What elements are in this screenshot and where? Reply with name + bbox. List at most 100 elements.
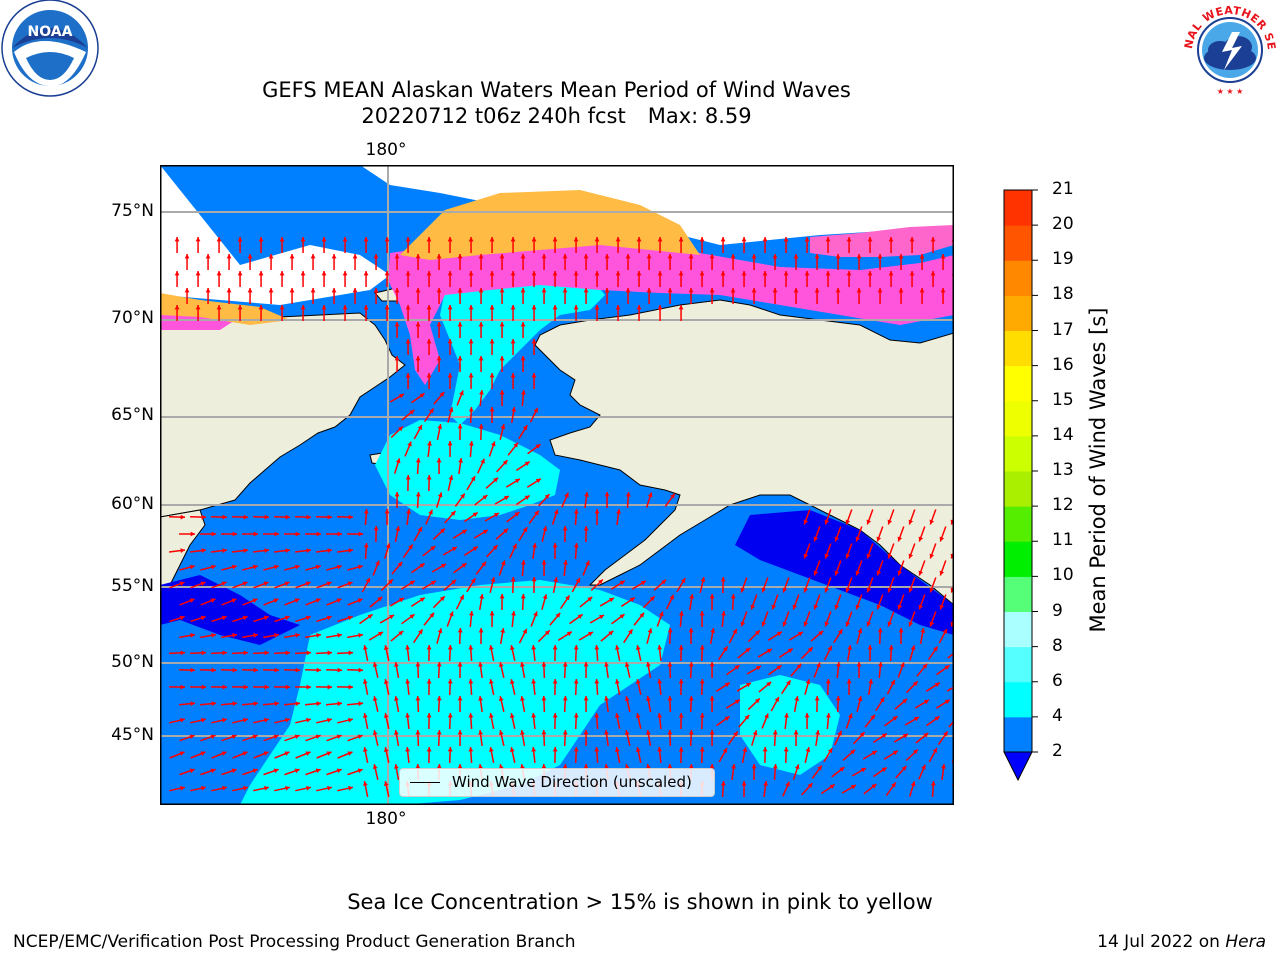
wave-arrow-head (646, 254, 652, 259)
wave-arrow-head (762, 237, 768, 242)
wave-arrow-head (845, 519, 851, 525)
wave-arrow-head (939, 604, 945, 610)
wave-arrow-head (457, 288, 463, 293)
wave-arrow-head (180, 650, 186, 656)
wave-arrow-head (520, 730, 525, 735)
wave-arrow-head (776, 631, 782, 637)
wave-arrow-head (357, 598, 363, 603)
wave-arrow-head (478, 424, 484, 429)
wave-arrow-head (824, 553, 830, 559)
wave-arrow-head (628, 629, 633, 635)
wave-arrow-head (352, 254, 358, 259)
wave-arrow-head (489, 747, 494, 752)
wave-arrow-head (724, 716, 730, 721)
wave-arrow-head (415, 662, 421, 667)
wave-arrow-head (732, 628, 737, 634)
wave-arrow-head (437, 424, 443, 429)
wave-arrow-head (857, 696, 863, 702)
wave-arrow-head (776, 665, 782, 670)
wave-arrow-head (877, 254, 883, 259)
wave-arrow-head (372, 764, 378, 770)
wave-arrow-head (619, 580, 625, 586)
wave-arrow-head (460, 493, 465, 499)
wave-arrow-head (489, 407, 495, 412)
wave-arrow-head (856, 254, 862, 259)
wave-arrow-head (825, 713, 831, 718)
wave-arrow-head (827, 748, 833, 754)
wave-arrow-head (542, 526, 548, 532)
footer-date: 14 Jul 2022 on Hera (1097, 932, 1266, 952)
wave-arrow-head (699, 237, 705, 242)
wave-arrow-head (825, 271, 831, 276)
wave-arrow-head (478, 356, 484, 361)
wave-arrow-head (190, 667, 196, 673)
colorbar-segment (1004, 260, 1032, 296)
wave-arrow-head (472, 546, 478, 552)
wave-arrow-head (659, 611, 664, 617)
colorbar-segment (1004, 400, 1032, 437)
wave-arrow-head (201, 650, 207, 656)
wave-arrow-head (835, 288, 841, 293)
wave-arrow-head (624, 696, 630, 702)
wave-arrow-head (565, 595, 570, 601)
wave-arrow-head (327, 548, 333, 553)
wave-arrow-head (337, 667, 343, 673)
wave-arrow-head (688, 254, 694, 259)
wave-arrow-head (720, 237, 726, 242)
wave-arrow-head (699, 713, 705, 718)
wave-arrow-head (814, 288, 820, 293)
wave-arrow-head (252, 598, 258, 603)
wave-arrow-head (429, 408, 434, 414)
wave-arrow-head (510, 305, 516, 310)
wave-arrow-head (522, 425, 528, 431)
wave-arrow-head (263, 581, 269, 586)
wave-arrow-head (201, 785, 206, 791)
wave-arrow-head (295, 633, 300, 638)
wave-arrow-head (940, 288, 946, 293)
wave-arrow-head (657, 713, 663, 718)
wave-arrow-head (932, 747, 937, 753)
wave-arrow-head (231, 598, 237, 603)
colorbar-segment (1004, 435, 1032, 472)
wave-arrow-head (179, 581, 185, 586)
wave-arrow-head (594, 645, 600, 650)
wave-arrow-head (295, 667, 301, 673)
wave-arrow-head (859, 732, 865, 738)
wave-arrow-head (625, 492, 631, 497)
wave-arrow-head (510, 271, 516, 276)
wave-arrow-head (635, 645, 641, 650)
wave-arrow-head (457, 424, 463, 429)
wave-arrow-head (689, 594, 695, 599)
wave-arrow-head (436, 662, 442, 667)
wave-arrow-head (315, 734, 321, 740)
wave-arrow-head (222, 650, 228, 656)
wave-arrow-head (300, 271, 306, 276)
wave-arrow-head (394, 322, 400, 327)
wave-arrow-head (871, 750, 877, 756)
wave-arrow-head (493, 512, 499, 518)
wave-arrow-head (813, 604, 819, 610)
wave-arrow-head (573, 271, 579, 276)
wave-arrow-head (489, 339, 495, 344)
wave-arrow-head (365, 577, 370, 583)
wave-arrow-head (929, 587, 935, 593)
wind-wave-arrows (169, 237, 954, 798)
wave-arrow-head (678, 645, 684, 650)
wave-arrow-head (918, 570, 924, 576)
wave-arrow-head (284, 751, 290, 756)
wave-arrow-head (436, 356, 442, 361)
wave-arrow-head (520, 696, 525, 701)
wave-arrow-head (326, 615, 332, 621)
wave-arrow-head (305, 751, 311, 756)
wave-arrow-head (744, 714, 750, 720)
wave-arrow-head (429, 612, 435, 618)
wave-arrow-head (268, 288, 274, 293)
wave-arrow-head (783, 237, 789, 242)
wave-arrow-head (489, 373, 495, 378)
wave-arrow-head (657, 747, 663, 752)
wave-arrow-head (564, 492, 569, 498)
wave-arrow-head (531, 237, 537, 242)
wave-arrow-head (316, 701, 322, 707)
wave-arrow-head (405, 747, 411, 752)
colorbar-tick-label: 18 (1052, 284, 1074, 305)
